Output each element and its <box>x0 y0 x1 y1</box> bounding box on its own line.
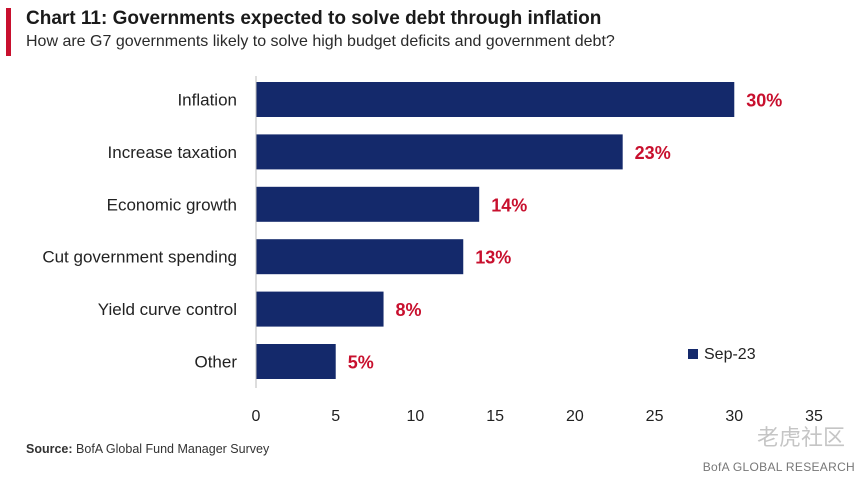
x-tick-label: 20 <box>566 408 584 425</box>
x-tick-label: 15 <box>486 408 504 425</box>
data-label: 5% <box>348 353 374 373</box>
chart-subtitle: How are G7 governments likely to solve h… <box>26 33 615 50</box>
x-tick-label: 35 <box>805 408 823 425</box>
data-label: 30% <box>746 91 782 111</box>
brand-footer: BofA GLOBAL RESEARCH <box>702 460 855 474</box>
data-label: 14% <box>491 195 527 215</box>
category-label: Other <box>194 353 237 372</box>
data-labels: 30% 23% 14% 13% 8% 5% <box>348 91 783 373</box>
source-note: Source: BofA Global Fund Manager Survey <box>26 442 269 456</box>
x-tick-label: 10 <box>407 408 425 425</box>
category-label: Economic growth <box>107 195 237 214</box>
chart-title: Chart 11: Governments expected to solve … <box>26 8 602 29</box>
category-label: Yield curve control <box>98 300 237 319</box>
bars <box>256 82 735 379</box>
category-labels: Inflation Increase taxation Economic growt… <box>42 91 237 372</box>
bar <box>256 82 735 117</box>
data-label: 23% <box>635 143 671 163</box>
bar <box>256 344 336 379</box>
data-label: 13% <box>475 248 511 268</box>
x-axis-ticks: 0 5 10 15 20 25 30 35 <box>252 76 823 425</box>
category-label: Inflation <box>177 91 237 110</box>
title-accent-bar <box>6 8 11 56</box>
x-tick-label: 30 <box>725 408 743 425</box>
data-label: 8% <box>396 300 422 320</box>
bar <box>256 291 384 327</box>
legend-label: Sep-23 <box>704 346 756 363</box>
bar <box>256 186 480 222</box>
bar <box>256 239 464 275</box>
watermark-text: 老虎社区 <box>756 426 845 451</box>
category-label: Cut government spending <box>42 248 237 267</box>
source-text: BofA Global Fund Manager Survey <box>76 442 270 456</box>
x-tick-label: 0 <box>252 408 261 425</box>
legend-swatch <box>688 349 698 359</box>
source-label: Source: <box>26 442 73 456</box>
category-label: Increase taxation <box>108 143 237 162</box>
x-tick-label: 5 <box>331 408 340 425</box>
bar <box>256 134 623 170</box>
legend: Sep-23 <box>688 346 756 363</box>
x-tick-label: 25 <box>646 408 664 425</box>
